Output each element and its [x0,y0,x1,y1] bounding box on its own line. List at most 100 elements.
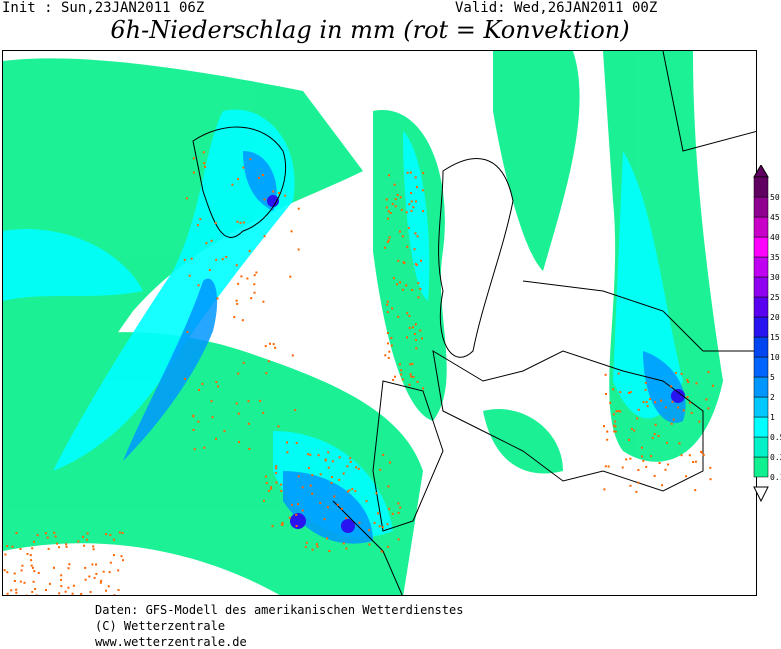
convection-dot [258,177,260,179]
convection-dot [406,211,408,213]
convection-dot [105,533,107,535]
convection-dot [346,465,348,467]
convection-dot [95,573,97,575]
convection-dot [289,517,291,519]
convection-dot [83,545,85,547]
legend-swatch [754,317,768,337]
convection-dot [645,382,647,384]
convection-dot [673,419,675,421]
convection-dot [326,537,328,539]
convection-dot [217,385,219,387]
convection-dot [248,423,250,425]
convection-dot [358,522,360,524]
convection-dot [399,231,401,233]
convection-dot [412,206,414,208]
convection-dot [642,460,644,462]
convection-dot [649,398,651,400]
convection-dot [681,454,683,456]
convection-dot [619,391,621,393]
convection-dot [30,559,32,561]
convection-dot [343,473,345,475]
convection-dot [381,551,383,553]
legend-swatch [754,357,768,377]
convection-dot [274,347,276,349]
legend-label: 25 [770,293,780,302]
convection-dot [302,510,304,512]
convection-dot [65,591,67,593]
convection-dot [645,466,647,468]
convection-dot [414,333,416,335]
convection-dot [369,544,371,546]
convection-dot [243,362,245,364]
convection-dot [382,526,384,528]
convection-dot [34,588,36,590]
convection-dot [203,151,205,153]
convection-dot [671,423,673,425]
convection-dot [415,347,417,349]
convection-dot [53,532,55,534]
convection-dot [398,512,400,514]
convection-dot [643,401,645,403]
convection-dot [700,451,702,453]
convection-dot [414,232,416,234]
convection-dot [122,559,124,561]
convection-dot [66,546,68,548]
convection-dot [606,431,608,433]
convection-dot [345,517,347,519]
convection-dot [215,222,217,224]
convection-dot [603,425,605,427]
convection-dot [272,525,274,527]
convection-dot [12,546,14,548]
convection-dot [661,484,663,486]
convection-dot [655,424,657,426]
convection-dot [399,281,401,283]
legend-swatch [754,217,768,237]
convection-dot [209,269,211,271]
convection-dot [87,532,89,534]
convection-dot [253,283,255,285]
convection-dot [263,500,265,502]
convection-dot [238,441,240,443]
map-title: 6h-Niederschlag in mm (rot = Konvektion) [0,16,740,44]
convection-dot [637,482,639,484]
convection-dot [708,371,710,373]
convection-dot [389,462,391,464]
convection-dot [36,594,38,596]
convection-dot [282,522,284,524]
convection-dot [30,554,32,556]
convection-dot [348,489,350,491]
convection-dot [603,488,605,490]
convection-dot [391,308,393,310]
convection-dot [396,283,398,285]
convection-dot [212,416,214,418]
convection-dot [77,540,79,542]
convection-dot [308,467,310,469]
convection-dot [377,512,379,514]
convection-dot [622,467,624,469]
convection-dot [349,457,351,459]
convection-dot [694,489,696,491]
convection-dot [312,549,314,551]
convection-dot [80,593,82,595]
convection-dot [418,296,420,298]
convection-dot [264,198,266,200]
convection-dot [15,589,17,591]
convection-dot [194,448,196,450]
convection-dot [386,207,388,209]
convection-dot [379,469,381,471]
convection-dot [332,460,334,462]
convection-dot [399,507,401,509]
convection-dot [4,569,6,571]
convection-dot [689,402,691,404]
legend-label: 2 [770,393,775,402]
convection-dot [388,508,390,510]
convection-dot [417,282,419,284]
convection-dot [58,592,60,594]
convection-dot [242,167,244,169]
convection-dot [327,506,329,508]
convection-dot [341,508,343,510]
convection-dot [391,345,393,347]
convection-dot [408,227,410,229]
footer-website[interactable]: www.wetterzentrale.de [95,635,247,649]
convection-dot [387,311,389,313]
